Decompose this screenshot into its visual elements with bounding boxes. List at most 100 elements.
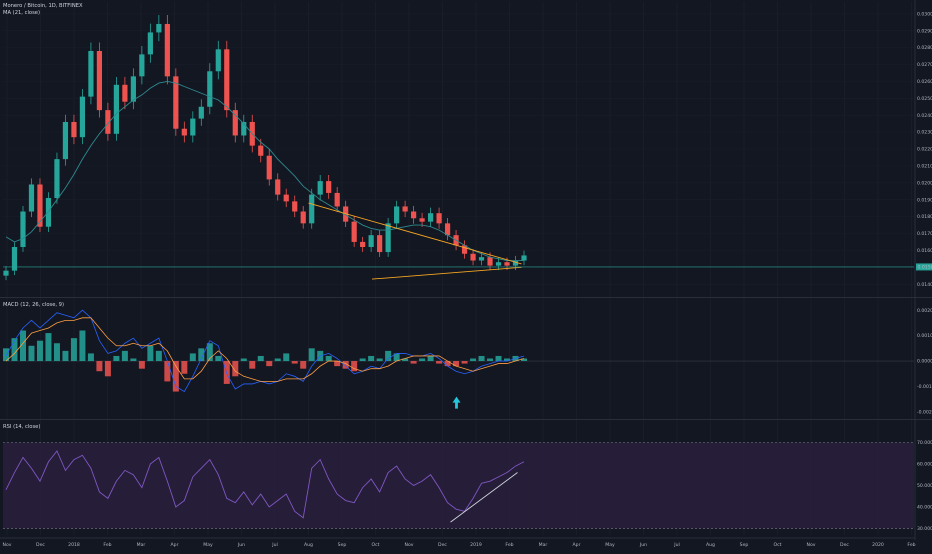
macd-histogram-bar <box>164 361 170 381</box>
macd-histogram-bar <box>419 359 425 362</box>
price-axis-tick-label: 0.01600 <box>917 248 932 254</box>
candle-body <box>114 85 119 134</box>
candle-body <box>88 51 93 97</box>
candle-body <box>369 235 374 247</box>
candle-body <box>292 201 297 211</box>
macd-axis-tick-label: 0.00100 <box>917 333 932 339</box>
rsi-axis-tick-label: 50.0000 <box>917 483 932 489</box>
candle-body <box>63 122 68 159</box>
candle-body <box>504 262 509 265</box>
macd-histogram-bar <box>28 346 34 361</box>
rsi-pane-title[interactable]: RSI (14, close) <box>3 424 40 430</box>
macd-histogram-bar <box>385 351 391 361</box>
x-tick-label: Nov <box>405 542 414 548</box>
candle-body <box>139 54 144 76</box>
x-tick-label: 2018 <box>68 542 80 548</box>
macd-histogram-bar <box>62 351 68 361</box>
candle-body <box>403 206 408 211</box>
price-axis-tick-label: 0.02000 <box>917 180 932 186</box>
rsi-axis-tick-label: 70.0000 <box>917 440 932 446</box>
candle-body <box>301 212 306 224</box>
candle-body <box>318 181 323 195</box>
ma-indicator-title[interactable]: MA (21, close) <box>3 10 40 16</box>
macd-histogram-bar <box>37 341 43 361</box>
x-tick-label: Mar <box>539 542 548 548</box>
candle-body <box>419 218 424 221</box>
candle-body <box>97 51 102 110</box>
candle-body <box>470 254 475 261</box>
last-price-label: 0.01502 <box>918 265 932 271</box>
candle-body <box>216 49 221 71</box>
macd-histogram-bar <box>147 346 153 361</box>
macd-axis-tick-label: -0.00200 <box>917 410 932 416</box>
price-axis-tick-label: 0.02800 <box>917 45 932 51</box>
macd-histogram-bar <box>130 359 136 362</box>
x-tick-label: Jul <box>673 542 680 548</box>
candle-body <box>360 242 365 247</box>
candle-body <box>487 257 492 265</box>
macd-histogram-bar <box>249 361 255 369</box>
candle-body <box>258 146 263 156</box>
pane-separator[interactable] <box>0 419 932 420</box>
macd-histogram-bar <box>487 359 493 362</box>
macd-axis-tick-label: 0.00000 <box>917 359 932 365</box>
macd-histogram-bar <box>377 359 383 362</box>
macd-histogram-bar <box>45 333 51 361</box>
candle-body <box>521 255 526 260</box>
candle-body <box>479 257 484 260</box>
macd-histogram-bar <box>326 356 332 361</box>
macd-histogram-bar <box>241 359 247 362</box>
macd-histogram-bar <box>283 353 289 361</box>
price-axis-tick-label: 0.02900 <box>917 28 932 34</box>
candle-body <box>267 156 272 180</box>
macd-histogram-bar <box>453 361 459 366</box>
macd-histogram-bar <box>470 359 476 362</box>
price-axis-tick-label: 0.02500 <box>917 96 932 102</box>
x-tick-label: Apr <box>573 542 581 548</box>
rsi-axis-tick-label: 60.0000 <box>917 462 932 468</box>
candle-body <box>80 97 85 138</box>
macd-histogram-bar <box>275 359 281 362</box>
candle-body <box>20 212 25 247</box>
macd-histogram-bar <box>428 356 434 361</box>
macd-histogram-bar <box>11 338 17 361</box>
candle-body <box>54 159 59 198</box>
candle-body <box>284 195 289 202</box>
x-tick-label: Dec <box>36 542 45 548</box>
candle-body <box>46 198 51 227</box>
macd-histogram-bar <box>292 361 298 364</box>
candle-body <box>275 179 280 194</box>
price-axis-tick-label: 0.02300 <box>917 130 932 136</box>
candle-body <box>445 223 450 235</box>
x-tick-label: Feb <box>103 542 111 548</box>
macd-histogram-bar <box>300 361 306 369</box>
candle-body <box>335 193 340 207</box>
macd-histogram-bar <box>190 353 196 361</box>
pane-separator[interactable] <box>0 297 932 298</box>
macd-pane-title[interactable]: MACD (12, 26, close, 9) <box>3 302 64 308</box>
x-tick-label: May <box>605 542 615 548</box>
candle-body <box>394 206 399 223</box>
macd-histogram-bar <box>479 356 485 361</box>
macd-axis-tick-label: 0.00200 <box>917 308 932 314</box>
candle-body <box>411 212 416 219</box>
macd-histogram-bar <box>436 361 442 364</box>
candle-body <box>352 222 357 242</box>
price-axis-tick-label: 0.01800 <box>917 214 932 220</box>
candle-body <box>377 235 382 252</box>
x-tick-label: 2020 <box>872 542 884 548</box>
x-tick-label: Jun <box>639 542 647 548</box>
x-tick-label: Nov <box>807 542 816 548</box>
macd-histogram-bar <box>462 361 468 364</box>
macd-histogram-bar <box>368 356 374 361</box>
macd-histogram-bar <box>96 361 102 371</box>
candle-body <box>199 107 204 119</box>
candle-body <box>71 122 76 137</box>
candle-body <box>165 24 170 76</box>
candle-body <box>428 213 433 221</box>
candle-body <box>182 129 187 136</box>
macd-histogram-bar <box>139 361 145 369</box>
x-tick-label: Feb <box>505 542 513 548</box>
